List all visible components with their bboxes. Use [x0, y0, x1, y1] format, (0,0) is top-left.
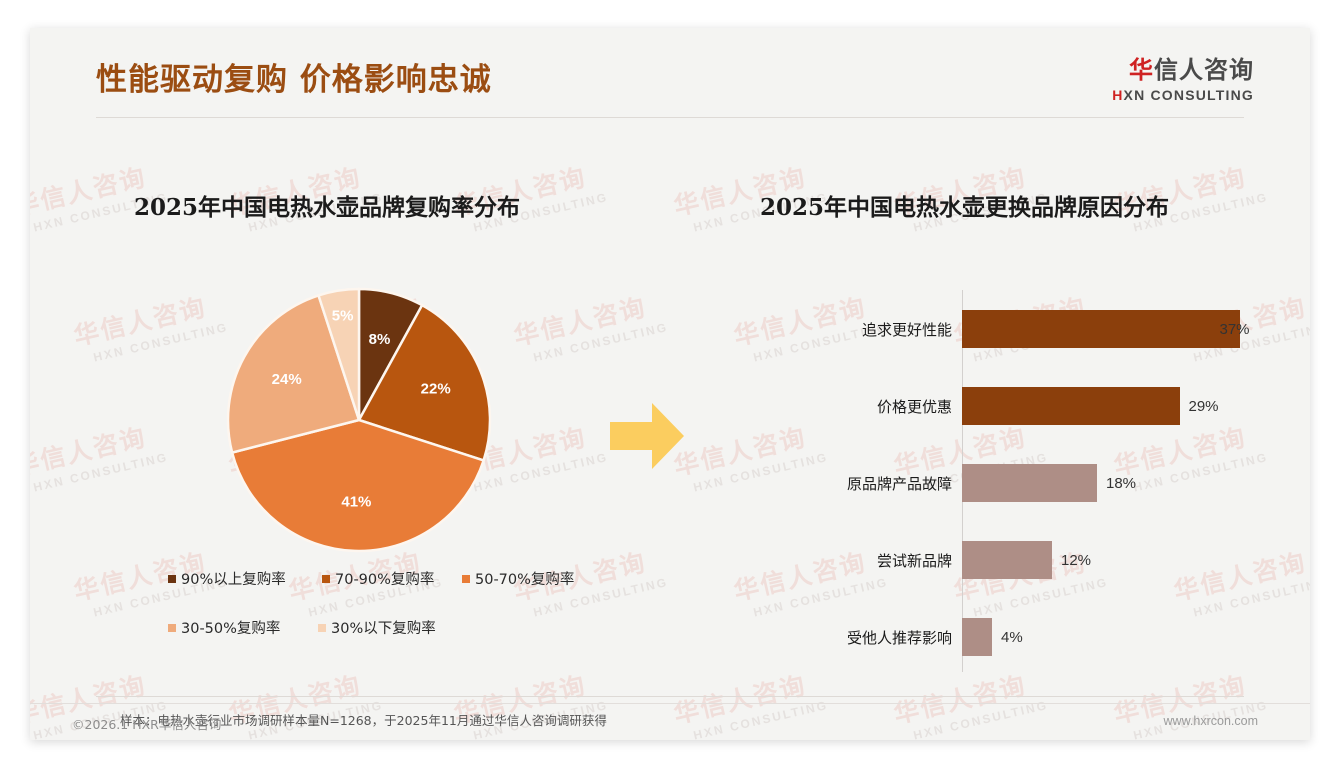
legend-item-3[interactable]: 30-50%复购率 — [168, 617, 318, 638]
legend-item-0[interactable]: 90%以上复购率 — [168, 568, 322, 589]
bar-category-label: 受他人推荐影响 — [846, 628, 952, 647]
bar-chart-row: 原品牌产品故障 18% — [820, 462, 1280, 504]
bar-track: 12% — [962, 539, 1280, 581]
legend-label: 90%以上复购率 — [181, 572, 286, 588]
bar-fill[interactable] — [962, 387, 1180, 425]
pie-slice[interactable] — [357, 303, 492, 463]
legend-swatch-icon — [168, 574, 176, 583]
legend-swatch-icon — [322, 574, 330, 583]
bar-track: 37% — [962, 308, 1280, 350]
bar-chart-row: 价格更优惠 29% — [820, 385, 1280, 427]
slide-footer: ©2026.1 HXR华信人咨询 www.hxrcon.com — [30, 703, 1310, 740]
logo-english-highlight: H — [1112, 87, 1124, 103]
logo-english: HXN CONSULTING — [1112, 88, 1254, 102]
legend-swatch-icon — [462, 574, 470, 583]
pie-slice-label: 24% — [272, 371, 302, 388]
pie-slice[interactable] — [226, 293, 361, 455]
pie-slice[interactable] — [230, 418, 486, 553]
bar-chart-row: 受他人推荐影响 4% — [820, 616, 1280, 658]
footnote-divider — [96, 696, 1244, 697]
legend-item-2[interactable]: 50-70%复购率 — [462, 568, 574, 589]
bar-category-label: 原品牌产品故障 — [846, 474, 952, 493]
pie-chart-legend: 90%以上复购率 70-90%复购率 50-70%复购率 30-50%复购率 3… — [168, 568, 598, 638]
legend-swatch-icon — [318, 623, 326, 632]
pie-slice-label: 41% — [341, 493, 371, 510]
bar-fill[interactable] — [962, 464, 1097, 502]
logo-english-rest: XN CONSULTING — [1123, 87, 1254, 103]
bar-chart-row: 追求更好性能 37% — [820, 308, 1280, 350]
bar-chart-title: 2025年中国电热水壶更换品牌原因分布 — [760, 194, 1170, 221]
bar-track: 29% — [962, 385, 1280, 427]
pie-chart-title: 2025年中国电热水壶品牌复购率分布 — [134, 194, 521, 221]
slide-header: 性能驱动复购 价格影响忠诚 华信人咨询 HXN CONSULTING — [30, 28, 1310, 121]
logo-chinese-highlight: 华 — [1129, 56, 1154, 84]
bar-chart: 追求更好性能 37% 价格更优惠 29% 原品牌产品故障 18% 尝试新品牌 12% 受他人推荐… — [820, 290, 1280, 672]
legend-label: 50-70%复购率 — [475, 572, 575, 588]
legend-label: 70-90%复购率 — [335, 572, 435, 588]
bar-value-label: 37% — [1219, 320, 1250, 338]
pie-chart: 8% 22% 41% 24% 5% — [225, 286, 493, 554]
header-divider — [96, 117, 1244, 118]
bar-value-label: 29% — [1188, 397, 1219, 415]
bar-category-label: 价格更优惠 — [876, 397, 952, 416]
legend-swatch-icon — [168, 623, 176, 632]
bar-track: 4% — [962, 616, 1280, 658]
legend-item-4[interactable]: 30%以下复购率 — [318, 617, 436, 638]
legend-label: 30%以下复购率 — [331, 621, 436, 637]
footer-copyright: ©2026.1 HXR华信人咨询 — [72, 717, 222, 732]
page-title: 性能驱动复购 价格影响忠诚 — [96, 62, 492, 98]
legend-item-1[interactable]: 70-90%复购率 — [322, 568, 462, 589]
bar-track: 18% — [962, 462, 1280, 504]
pie-slice-label: 5% — [332, 307, 354, 324]
pie-slice[interactable] — [316, 287, 361, 421]
slide-canvas: 华信人咨询 HXN CONSULTING 华信人咨询 HXN CONSULTING 华信… — [30, 28, 1310, 740]
bar-value-label: 12% — [1061, 551, 1092, 569]
bar-category-label: 尝试新品牌 — [876, 551, 952, 570]
legend-label: 30-50%复购率 — [181, 621, 281, 637]
right-arrow-svg — [610, 403, 684, 469]
bar-chart-row: 尝试新品牌 12% — [820, 539, 1280, 581]
bar-value-label: 18% — [1106, 474, 1137, 492]
bar-fill[interactable] — [962, 310, 1240, 348]
legend-row: 90%以上复购率 70-90%复购率 50-70%复购率 — [168, 568, 598, 589]
pie-slice-label: 22% — [421, 381, 451, 398]
logo-chinese-rest: 信人咨询 — [1154, 56, 1254, 84]
pie-chart-svg: 8% 22% 41% 24% 5% — [226, 287, 492, 553]
logo-chinese: 华信人咨询 — [1112, 58, 1254, 82]
footer-website[interactable]: www.hxrcon.com — [1163, 714, 1258, 728]
pie-slice-label: 8% — [369, 331, 391, 348]
right-arrow-icon — [608, 400, 686, 477]
bar-value-label: 4% — [1001, 628, 1023, 646]
bar-fill[interactable] — [962, 618, 992, 656]
bar-category-label: 追求更好性能 — [861, 320, 952, 339]
legend-row: 30-50%复购率 30%以下复购率 — [168, 617, 598, 638]
source-footnote: 样本：电热水壶行业市场调研样本量N=1268，于2025年11月通过华信人咨询调… — [120, 713, 607, 728]
bar-fill[interactable] — [962, 541, 1052, 579]
company-logo: 华信人咨询 HXN CONSULTING — [1112, 58, 1254, 102]
